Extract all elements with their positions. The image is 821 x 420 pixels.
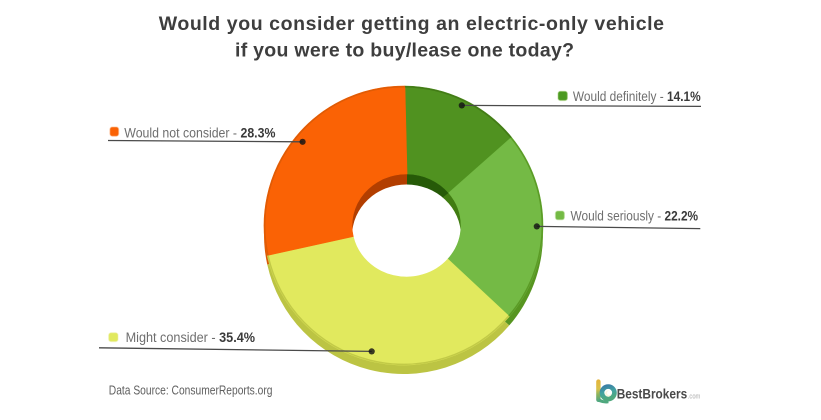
svg-text:Might consider - 35.4%: Might consider - 35.4%	[126, 330, 255, 345]
svg-text:BestBrokers: BestBrokers	[617, 387, 688, 402]
svg-text:Would not consider - 28.3%: Would not consider - 28.3%	[124, 125, 275, 140]
svg-text:Would you consider getting an: Would you consider getting an electric-o…	[159, 13, 664, 35]
svg-text:.com: .com	[688, 392, 701, 401]
svg-text:Would definitely - 14.1%: Would definitely - 14.1%	[573, 89, 701, 104]
svg-text:Data Source: ConsumerReports.o: Data Source: ConsumerReports.org	[109, 383, 273, 397]
svg-text:if you were to buy/lease one t: if you were to buy/lease one today?	[235, 39, 574, 61]
svg-text:Would seriously - 22.2%: Would seriously - 22.2%	[571, 209, 699, 224]
